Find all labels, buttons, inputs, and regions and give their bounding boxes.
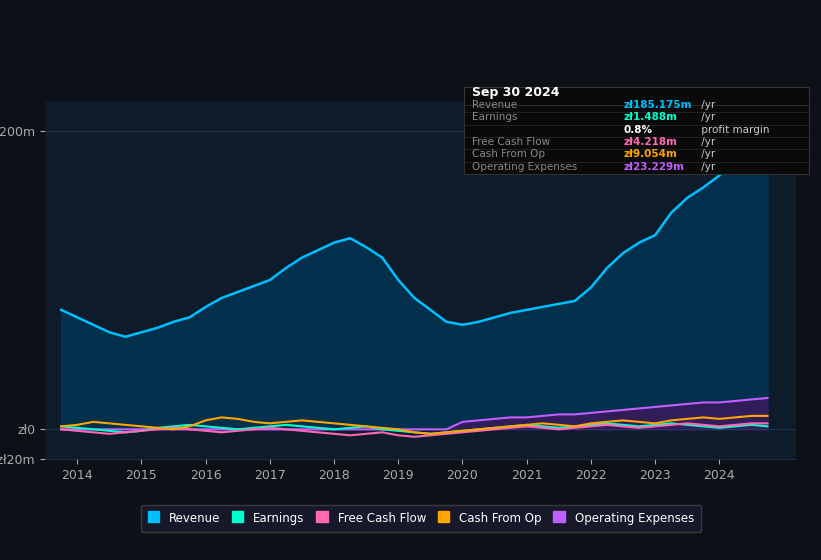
- Text: /yr: /yr: [698, 137, 715, 147]
- Text: zł9.054m: zł9.054m: [624, 150, 678, 160]
- Text: zł23.229m: zł23.229m: [624, 162, 685, 172]
- Text: Earnings: Earnings: [472, 113, 517, 123]
- Text: /yr: /yr: [698, 113, 715, 123]
- Text: 0.8%: 0.8%: [624, 125, 653, 135]
- Text: zł1.488m: zł1.488m: [624, 113, 678, 123]
- Legend: Revenue, Earnings, Free Cash Flow, Cash From Op, Operating Expenses: Revenue, Earnings, Free Cash Flow, Cash …: [140, 505, 701, 532]
- Text: profit margin: profit margin: [698, 125, 769, 135]
- Text: Cash From Op: Cash From Op: [472, 150, 545, 160]
- Text: zł185.175m: zł185.175m: [624, 100, 692, 110]
- Text: /yr: /yr: [698, 100, 715, 110]
- Text: /yr: /yr: [698, 150, 715, 160]
- Text: Revenue: Revenue: [472, 100, 517, 110]
- Text: /yr: /yr: [698, 162, 715, 172]
- Text: zł4.218m: zł4.218m: [624, 137, 678, 147]
- Text: Free Cash Flow: Free Cash Flow: [472, 137, 550, 147]
- Text: Sep 30 2024: Sep 30 2024: [472, 86, 560, 99]
- Text: Operating Expenses: Operating Expenses: [472, 162, 577, 172]
